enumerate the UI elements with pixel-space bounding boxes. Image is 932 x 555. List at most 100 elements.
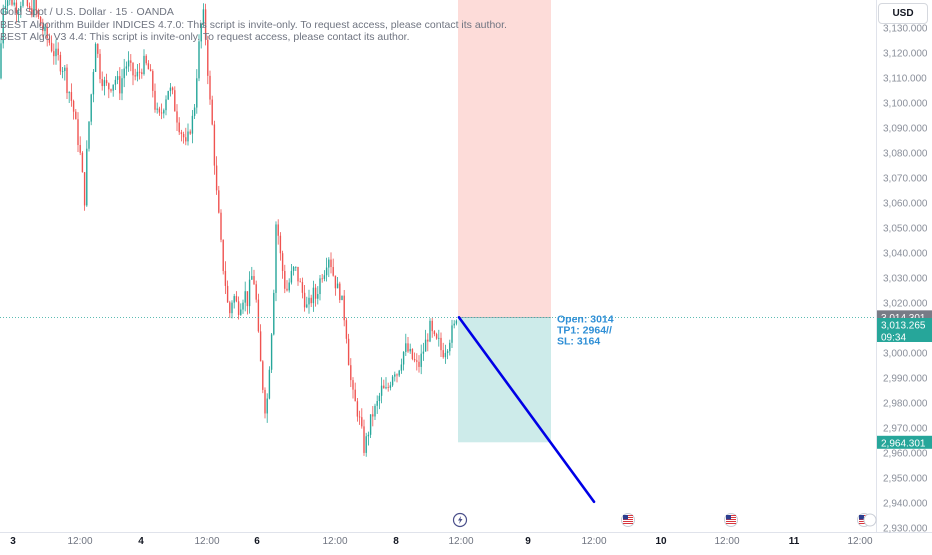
candle-body: [359, 417, 360, 418]
candle-body: [412, 349, 413, 359]
flag-icon-stripe: [623, 523, 633, 524]
stop-loss-zone[interactable]: [458, 0, 551, 317]
candle-body: [64, 68, 65, 71]
candle-body: [451, 325, 452, 342]
price-axis[interactable]: 2,930.0002,940.0002,950.0002,960.0002,97…: [883, 24, 928, 535]
candle-body: [392, 377, 393, 386]
candle-body: [194, 108, 195, 116]
candle-body: [388, 387, 389, 388]
candle-body: [218, 190, 219, 212]
us-flag-icon-stacked[interactable]: [864, 514, 876, 526]
chart-legend: Gold Spot / U.S. Dollar · 15 · OANDA BES…: [0, 6, 507, 44]
candle-body: [445, 353, 446, 357]
us-flag-icon[interactable]: [725, 514, 738, 527]
candle-body: [69, 92, 70, 93]
candle-body: [418, 362, 419, 367]
candle-body: [403, 352, 404, 365]
candle-body: [183, 134, 184, 137]
candle-body: [249, 280, 250, 306]
candle-body: [278, 224, 279, 235]
candle-body: [275, 224, 276, 292]
candle-body: [126, 66, 127, 68]
candle-body: [135, 75, 136, 76]
last-price-tag-text: 3,013.265: [881, 321, 926, 332]
y-tick-label: 3,100.000: [883, 99, 928, 110]
candle-body: [256, 284, 257, 299]
candle-body: [432, 321, 433, 331]
candle-body: [176, 111, 177, 122]
flag-icon-stripe: [726, 523, 736, 524]
candle-body: [339, 284, 340, 300]
legend-indicator-1[interactable]: BEST Algorithm Builder INDICES 4.7.0: Th…: [0, 19, 507, 32]
candle-body: [88, 122, 89, 149]
candle-body: [181, 132, 182, 134]
legend-indicator-2[interactable]: BEST Algo V3 4.4: This script is invite-…: [0, 31, 507, 44]
y-tick-label: 2,990.000: [883, 374, 928, 385]
flag-icon-canton: [623, 515, 628, 520]
candle-body: [165, 99, 166, 110]
x-tick-label: 4: [138, 536, 144, 547]
candle-body: [414, 359, 415, 360]
candle-body: [449, 343, 450, 351]
x-tick-label: 11: [789, 536, 800, 547]
candle-body: [352, 380, 353, 390]
candle-body: [137, 72, 138, 77]
candle-body: [179, 123, 180, 133]
candle-body: [104, 80, 105, 86]
candle-body: [82, 153, 83, 172]
candle-body: [152, 71, 153, 91]
us-flag-icon[interactable]: [622, 514, 635, 527]
candle-body: [401, 364, 402, 370]
event-markers[interactable]: [454, 514, 877, 527]
x-tick-label: 6: [254, 536, 260, 547]
lightning-icon[interactable]: [454, 514, 467, 527]
x-tick-label: 12:00: [847, 536, 872, 547]
candle-body: [124, 69, 125, 79]
x-tick-label: 12:00: [448, 536, 473, 547]
candle-body: [357, 401, 358, 416]
candle-body: [80, 145, 81, 153]
candle-body: [300, 281, 301, 282]
candle-body: [62, 71, 63, 72]
position-zones[interactable]: [458, 0, 551, 442]
candle-body: [231, 303, 232, 314]
candle-body: [295, 267, 296, 268]
candle-body: [258, 300, 259, 332]
candle-body: [322, 278, 323, 279]
candle-body: [282, 253, 283, 271]
candle-body: [273, 293, 274, 335]
candle-body: [55, 49, 56, 56]
candle-body: [163, 110, 164, 113]
candle-body: [289, 283, 290, 291]
candle-body: [99, 54, 100, 79]
candle-body: [238, 301, 239, 315]
candle-body: [86, 149, 87, 206]
candle-body: [170, 88, 171, 91]
x-tick-label: 12:00: [67, 536, 92, 547]
legend-symbol[interactable]: Gold Spot / U.S. Dollar · 15 · OANDA: [0, 6, 507, 19]
candle-body: [335, 276, 336, 289]
y-tick-label: 3,030.000: [883, 274, 928, 285]
currency-button[interactable]: USD: [878, 3, 928, 24]
candle-body: [196, 78, 197, 107]
y-tick-label: 3,110.000: [883, 74, 927, 85]
candle-body: [148, 63, 149, 69]
candle-body: [399, 371, 400, 376]
candle-body: [337, 284, 338, 289]
candle-body: [119, 76, 120, 93]
candle-body: [385, 387, 386, 388]
candle-body: [436, 334, 437, 338]
candle-body: [240, 310, 241, 315]
candle-body: [291, 271, 292, 283]
candle-body: [95, 44, 96, 72]
candle-body: [271, 334, 272, 369]
candle-body: [394, 374, 395, 376]
candle-body: [405, 343, 406, 352]
y-tick-label: 2,940.000: [883, 499, 928, 510]
candle-body: [187, 131, 188, 141]
candle-body: [234, 296, 235, 303]
candle-body: [14, 3, 15, 5]
